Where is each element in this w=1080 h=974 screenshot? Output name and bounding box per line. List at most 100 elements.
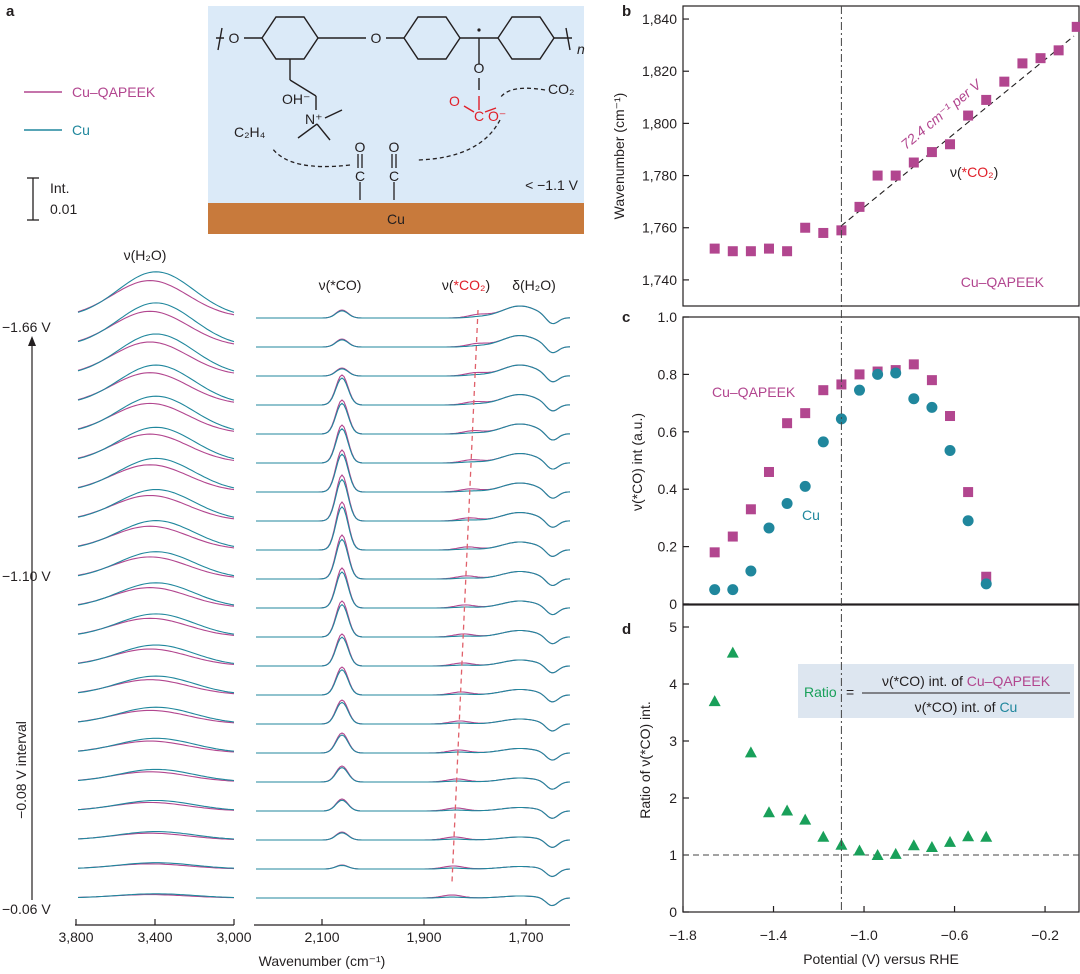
radical-dot xyxy=(477,28,481,32)
panel-b-point xyxy=(981,94,992,105)
ether-o-1: O xyxy=(229,30,240,46)
panel-d-point xyxy=(980,830,993,842)
spectrum-co-region-cu_qapeek xyxy=(256,894,571,907)
spectrum-water-cu xyxy=(77,520,235,547)
spectrum-co-region-cu xyxy=(256,453,571,499)
panel-b-point xyxy=(1071,21,1080,32)
co-o-1: O xyxy=(355,139,366,155)
formula-ratio-label: Ratio xyxy=(804,684,837,700)
panel-c-ytick-label: 0.2 xyxy=(658,539,678,555)
panel-c-point-cu xyxy=(872,368,884,380)
spectrum-co-region-cu xyxy=(256,538,571,587)
panel-c-point-cu-qapeek xyxy=(818,385,829,396)
spectrum-water-cu xyxy=(77,426,235,460)
polymer-backbone xyxy=(216,16,572,141)
right-xtick-label: 1,700 xyxy=(508,929,543,945)
spectrum-co-region-cu_qapeek xyxy=(256,334,571,354)
panel-b-point xyxy=(709,243,720,254)
spectrum-co-region-cu xyxy=(256,364,570,383)
panel-b-points xyxy=(709,21,1080,257)
spectrum-co-region-cu xyxy=(256,402,570,441)
spectrum-co-region-cu xyxy=(256,767,571,790)
spectrum-water-cu xyxy=(77,706,235,723)
spectrum-co-region-cu_qapeek xyxy=(256,501,571,557)
panel-d-ticks: 0 1 2 3 4 5 −1.8 −1.4 −1.0 −0.6 −0.2 xyxy=(669,619,1059,943)
spectrum-water-cu_qapeek xyxy=(77,341,235,374)
panel-d-point xyxy=(799,813,812,825)
spectrum-water-cu_qapeek xyxy=(77,832,235,840)
panel-b-point xyxy=(908,157,919,168)
co-delivery-arrow xyxy=(417,119,501,161)
panel-d-point xyxy=(889,847,902,859)
spectrum-water-cu_qapeek xyxy=(77,494,235,520)
potential-label-bottom: −0.06 V xyxy=(2,901,51,917)
carboxylate xyxy=(463,96,497,113)
spectrum-co-region-cu xyxy=(256,669,571,703)
panel-b-point xyxy=(818,227,829,238)
panel-d-point xyxy=(762,806,775,818)
panel-d-ytick-label: 4 xyxy=(669,676,677,692)
ammonium-label: N⁺ xyxy=(305,111,323,127)
panel-d-point xyxy=(817,830,830,842)
spectrum-co-region-cu xyxy=(256,799,571,819)
panel-d-frame xyxy=(682,604,1080,913)
panel-c-point-cu-qapeek xyxy=(745,504,756,515)
panel-c-point-cu xyxy=(980,578,992,590)
c2h4-arrow xyxy=(271,147,351,168)
scale-bar-label: Int. xyxy=(50,180,69,196)
left-xtick-label: 3,800 xyxy=(58,929,93,945)
panel-b: b Wavenumber (cm⁻¹) 1,740 1,760 1,780 1,800… xyxy=(611,3,1080,307)
panel-d-point xyxy=(853,844,866,856)
panel-c-point-cu-qapeek xyxy=(709,547,720,558)
spectrum-co-region-cu xyxy=(256,377,570,412)
spectrum-water-cu xyxy=(77,364,235,401)
panel-c-point-cu-qapeek xyxy=(800,408,811,419)
panel-d: d Ratio of ν(*CO) int. 0 1 2 3 4 5 −1.8 −1.4 −1.… xyxy=(622,604,1080,967)
spectrum-water-cu xyxy=(77,644,235,664)
spectrum-co-region-cu xyxy=(256,603,570,645)
panel-b-linear-fit xyxy=(840,35,1075,227)
spectrum-water-cu xyxy=(77,271,235,313)
panel-d-point xyxy=(944,835,957,847)
spectrum-water-cu_qapeek xyxy=(77,556,235,578)
spectrum-co-region-cu xyxy=(256,571,571,616)
spectrum-co-region-cu_qapeek xyxy=(256,633,571,674)
spectrum-water-cu_qapeek xyxy=(77,433,235,462)
panel-c-label-cu-qapeek: Cu–QAPEEK xyxy=(712,384,796,400)
spectrum-water-cu_qapeek xyxy=(77,801,235,811)
spectrum-water-cu_qapeek xyxy=(77,771,235,782)
spectrum-water-cu_qapeek xyxy=(77,525,235,549)
panel-d-point xyxy=(962,830,975,842)
panel-b-ytick-label: 1,760 xyxy=(642,220,677,236)
panel-d-xtick-label: −0.6 xyxy=(941,927,969,943)
panel-label-a: a xyxy=(6,3,15,20)
panel-d-ylabel: Ratio of ν(*CO) int. xyxy=(637,701,653,818)
scale-bar-value: 0.01 xyxy=(50,201,77,217)
panel-b-point xyxy=(745,246,756,257)
spectrum-co-region-cu xyxy=(256,734,571,761)
panel-d-point xyxy=(781,804,794,816)
co-c-1: C xyxy=(355,168,365,184)
carboxylate-c: C xyxy=(474,108,484,124)
panel-c-yticks: 0 0.2 0.4 0.6 0.8 1.0 xyxy=(658,309,689,612)
spectrum-water-cu_qapeek xyxy=(77,280,235,316)
spectrum-water-cu_qapeek xyxy=(77,372,235,403)
panel-d-ytick-label: 5 xyxy=(669,619,677,635)
spectrum-water-cu_qapeek xyxy=(77,709,235,724)
panel-c-point-cu xyxy=(908,393,920,405)
spectrum-co-region-cu_qapeek xyxy=(256,798,571,819)
spectrum-co-region-cu_qapeek xyxy=(256,449,571,499)
panel-d-point xyxy=(726,646,739,658)
ethylene-label: C₂H₄ xyxy=(234,124,266,140)
spectrum-water-cu xyxy=(77,551,235,577)
panel-b-point xyxy=(763,243,774,254)
spectrum-water-cu_qapeek xyxy=(77,679,235,695)
formula-denominator: ν(*CO) int. of Cu xyxy=(915,699,1018,715)
spectrum-water-cu xyxy=(77,768,235,782)
panel-d-ytick-label: 1 xyxy=(669,847,677,863)
spectrum-co-region-cu_qapeek xyxy=(256,666,571,703)
panel-c-point-cu xyxy=(962,515,974,527)
panel-c-point-cu-qapeek xyxy=(836,379,847,390)
panel-c-point-cu xyxy=(781,498,793,510)
panel-c-point-cu xyxy=(890,367,902,379)
